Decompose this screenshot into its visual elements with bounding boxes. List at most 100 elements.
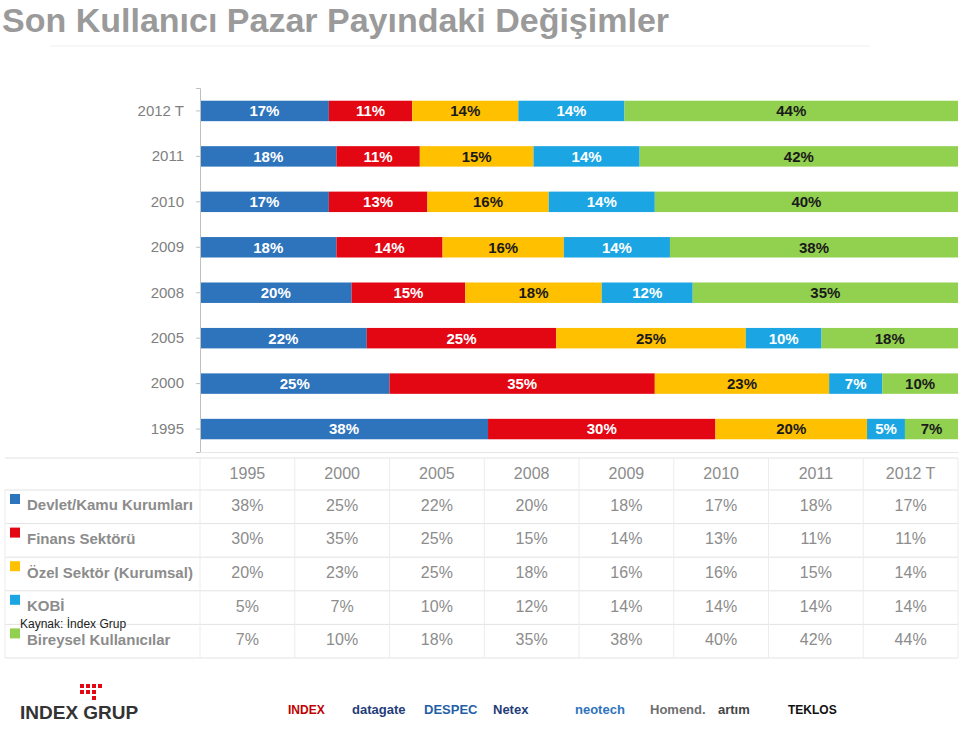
table-cell: 14% <box>610 598 642 615</box>
legend-swatch <box>10 494 20 504</box>
bar-segment <box>200 237 336 257</box>
data-label: 14% <box>587 193 617 210</box>
bar-segment <box>390 373 655 393</box>
table-rule <box>958 458 959 658</box>
y-axis: 19952000200520082009201020112012 T <box>138 89 201 453</box>
partner-logo: TEKLOS <box>788 703 837 717</box>
data-label: 10% <box>769 330 799 347</box>
tick-mark <box>196 201 200 202</box>
table-cell: 14% <box>705 598 737 615</box>
table-header: 2012 T <box>886 465 936 482</box>
data-label: 15% <box>462 148 492 165</box>
bar-segment <box>200 101 329 121</box>
table-rule <box>484 458 485 658</box>
logo-mark <box>80 684 84 688</box>
table-cell: 38% <box>610 631 642 648</box>
bar-segment <box>329 101 412 121</box>
data-label: 17% <box>249 193 279 210</box>
table-rule <box>5 490 6 658</box>
bar-segment <box>549 192 655 212</box>
logo-mark <box>92 684 96 688</box>
legend-label: Özel Sektör (Kurumsal) <box>27 564 193 581</box>
table-cell: 16% <box>610 564 642 581</box>
tick-label: 2010 <box>151 193 184 210</box>
data-label: 14% <box>572 148 602 165</box>
data-label: 11% <box>356 102 385 119</box>
partner-logo: datagate <box>352 702 405 717</box>
table-rule <box>5 557 958 558</box>
legend-swatch <box>10 628 20 638</box>
tick-label: 2000 <box>151 374 184 391</box>
bar-segment <box>420 146 534 166</box>
tick-label: 2008 <box>151 284 184 301</box>
x-axis-line <box>201 452 959 453</box>
data-label: 18% <box>253 148 283 165</box>
bar-segment <box>427 192 548 212</box>
table-header: 2000 <box>324 465 360 482</box>
table-cell: 40% <box>705 631 737 648</box>
bar-segment <box>200 192 329 212</box>
tick-mark <box>196 156 200 157</box>
y-axis-line <box>196 89 201 453</box>
table-rule <box>200 458 201 658</box>
table-cell: 25% <box>326 497 358 514</box>
footer: INDEX GRUPINDEXdatagateDESPECNetexneotec… <box>20 684 837 723</box>
data-label: 20% <box>261 284 291 301</box>
table-cell: 15% <box>516 530 548 547</box>
tick: 2008 <box>151 284 200 301</box>
data-label: 14% <box>602 239 632 256</box>
table-cell: 18% <box>610 497 642 514</box>
partner-logo: Netex <box>493 702 529 717</box>
data-label: 16% <box>473 193 503 210</box>
table-rule <box>863 458 864 658</box>
tick: 1995 <box>151 420 200 437</box>
table-rule <box>5 523 958 524</box>
data-label: 20% <box>776 420 806 437</box>
data-label: 42% <box>784 148 814 165</box>
table-cell: 22% <box>421 497 453 514</box>
data-label: 30% <box>587 420 617 437</box>
table-cell: 17% <box>705 497 737 514</box>
logo-mark <box>86 690 90 694</box>
table-cell: 14% <box>610 530 642 547</box>
table-header: 1995 <box>230 465 266 482</box>
legend-swatch <box>10 528 20 538</box>
table-cell: 14% <box>895 598 927 615</box>
tick-mark <box>196 247 200 248</box>
data-label: 22% <box>268 330 298 347</box>
bar-segment <box>336 146 419 166</box>
table-rule <box>673 458 674 658</box>
data-label: 14% <box>556 102 586 119</box>
bar-segment <box>670 237 958 257</box>
tick: 2010 <box>151 193 200 210</box>
data-label: 25% <box>636 330 666 347</box>
tick-mark <box>196 292 200 293</box>
legend-label: KOBİ <box>27 597 65 614</box>
data-label: 10% <box>905 375 935 392</box>
table-cell: 10% <box>326 631 358 648</box>
table-rule <box>5 458 958 459</box>
title-rule <box>50 46 870 47</box>
partner-logo: artım <box>718 702 750 717</box>
table-cell: 38% <box>231 497 263 514</box>
table-cell: 15% <box>800 564 832 581</box>
partner-logo: INDEX <box>288 703 325 717</box>
tick: 2009 <box>151 238 200 255</box>
bar-segment <box>465 282 601 302</box>
bar-segment <box>200 373 390 393</box>
data-label: 16% <box>488 239 518 256</box>
tick-mark <box>196 338 200 339</box>
bar-segment <box>200 328 367 348</box>
table-rule <box>5 624 958 625</box>
table-rule <box>5 658 958 659</box>
bar-segment <box>200 282 352 302</box>
data-label: 38% <box>799 239 829 256</box>
table-header: 2010 <box>703 465 739 482</box>
table-header: 2005 <box>419 465 455 482</box>
table-header: 2008 <box>514 465 550 482</box>
legend-label: Devlet/Kamu Kurumları <box>27 496 193 513</box>
data-label: 35% <box>810 284 840 301</box>
bar-segment <box>882 373 958 393</box>
bars <box>200 101 958 440</box>
data-label: 35% <box>507 375 537 392</box>
